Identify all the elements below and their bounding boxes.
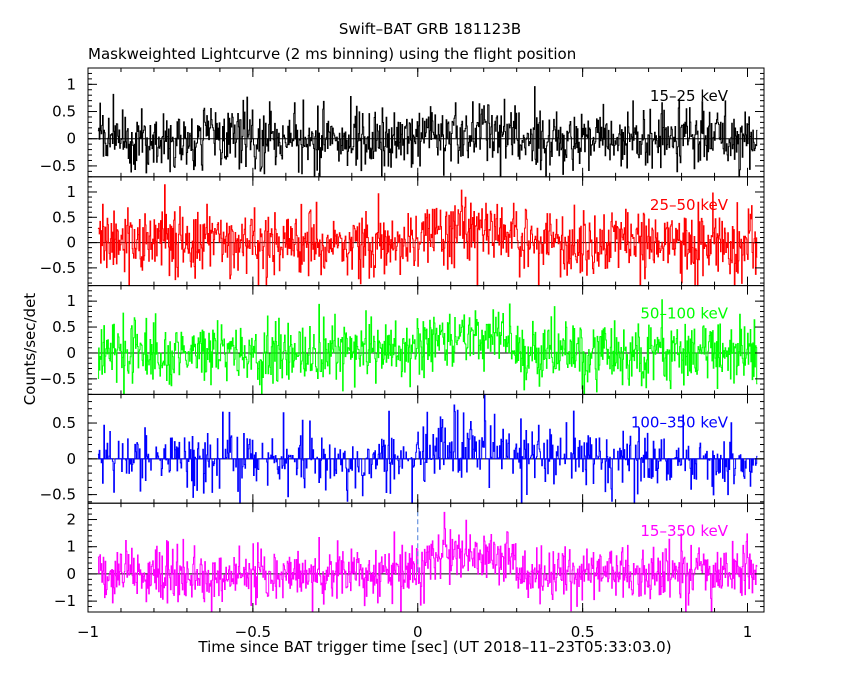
series-line	[97, 86, 758, 178]
y-tick-label: 1	[66, 538, 76, 556]
series-line	[97, 184, 758, 287]
panel-label: 15–350 keV	[640, 522, 728, 540]
x-tick-label: 0	[413, 623, 423, 641]
y-tick-label: 1	[66, 292, 76, 310]
chart-subtitle: Maskweighted Lightcurve (2 ms binning) u…	[88, 45, 577, 63]
y-tick-label: 0	[66, 565, 76, 583]
panel-label: 15–25 keV	[650, 87, 729, 105]
y-tick-label: 1	[66, 75, 76, 93]
y-tick-label: 2	[66, 511, 76, 529]
y-tick-label: 0.5	[52, 318, 76, 336]
panel-label: 100–350 keV	[631, 413, 729, 431]
x-tick-label: 0.5	[571, 623, 595, 641]
x-tick-label: −0.5	[235, 623, 271, 641]
y-tick-label: 0	[66, 234, 76, 252]
y-tick-label: −0.5	[40, 486, 76, 504]
y-tick-label: 0.5	[52, 414, 76, 432]
y-tick-label: −0.5	[40, 259, 76, 277]
x-tick-label: −1	[77, 623, 99, 641]
y-tick-label: 0	[66, 130, 76, 148]
y-tick-label: 0	[66, 344, 76, 362]
x-tick-label: 1	[743, 623, 753, 641]
series-line	[97, 511, 758, 613]
y-tick-label: −1	[54, 592, 76, 610]
y-tick-label: −0.5	[40, 157, 76, 175]
panel-label: 25–50 keV	[650, 196, 729, 214]
panel-label: 50–100 keV	[640, 305, 728, 323]
x-axis-label: Time since BAT trigger time [sec] (UT 20…	[198, 638, 672, 656]
y-tick-label: 0	[66, 450, 76, 468]
chart-title: Swift–BAT GRB 181123B	[338, 20, 522, 38]
y-tick-label: 0.5	[52, 103, 76, 121]
y-tick-label: 0.5	[52, 208, 76, 226]
series-line	[97, 299, 758, 395]
series-line	[97, 393, 758, 504]
y-tick-label: −0.5	[40, 370, 76, 388]
y-tick-label: 1	[66, 183, 76, 201]
